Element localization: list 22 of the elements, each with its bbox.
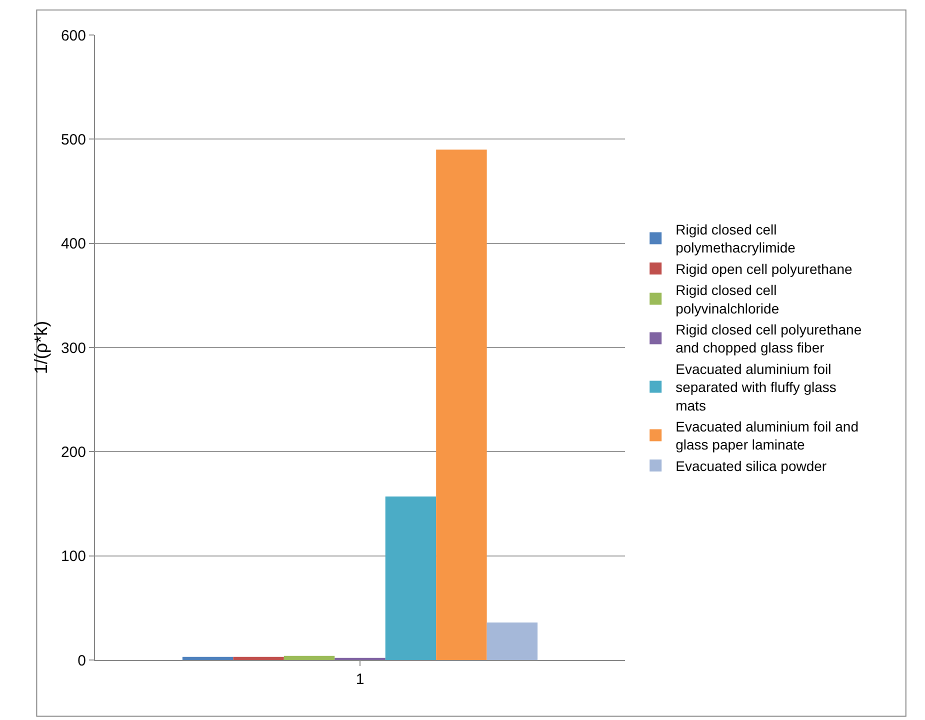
y-tick-label: 0: [78, 652, 86, 670]
bar: [233, 656, 284, 660]
y-tick-label: 500: [60, 131, 86, 148]
bar: [486, 622, 538, 660]
y-tick-label: 100: [60, 548, 86, 566]
y-tick-label: 600: [60, 27, 86, 44]
x-tick-label: 1: [356, 671, 364, 688]
bar: [182, 656, 234, 660]
y-axis-title: 1/(ρ*k): [31, 320, 52, 374]
legend-label: Evacuated aluminium foil and glass paper laminate: [676, 418, 858, 453]
legend-label: Rigid closed cell polyvinalchloride: [676, 282, 780, 316]
legend-label: Rigid closed cell polymethacrylimide: [676, 222, 796, 256]
bar: [284, 656, 335, 660]
bar: [436, 150, 487, 660]
legend-label: Evacuated silica powder: [676, 458, 827, 474]
legend-label: Rigid open cell polyurethane: [676, 260, 852, 277]
y-tick-label: 200: [60, 444, 86, 461]
y-tick-label: 400: [60, 236, 86, 253]
legend-label: Evacuated aluminium foil separated with fluffy glass mats: [676, 360, 836, 414]
y-tick-label: 300: [60, 340, 86, 357]
legend-label: Rigid closed cell polyurethane and chopped glass fiber: [676, 322, 862, 356]
bar: [385, 496, 436, 660]
